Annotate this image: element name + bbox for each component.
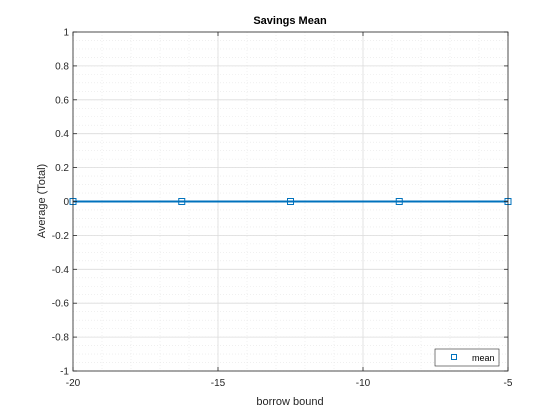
y-tick-label: -0.4 xyxy=(52,265,70,276)
y-tick-label: -1 xyxy=(60,367,69,378)
x-axis-label: borrow bound xyxy=(256,396,323,408)
chart-title: Savings Mean xyxy=(253,15,327,27)
y-tick-label: -0.6 xyxy=(52,299,70,310)
data-point xyxy=(395,198,403,205)
legend-marker xyxy=(451,354,457,360)
y-tick-label: 0.8 xyxy=(55,61,69,72)
legend: mean xyxy=(434,348,500,367)
y-tick-label: 0 xyxy=(63,197,69,208)
y-axis-label: Average (Total) xyxy=(36,164,48,238)
y-tick-label: 0.4 xyxy=(55,129,69,140)
y-tick-label: 1 xyxy=(63,28,69,39)
x-tick-label: -15 xyxy=(211,378,226,389)
x-tick-label: -10 xyxy=(356,378,371,389)
y-tick-label: -0.8 xyxy=(52,333,70,344)
legend-label-mean: mean xyxy=(472,353,495,363)
data-point xyxy=(287,198,294,205)
data-point xyxy=(178,198,186,205)
y-tick-label: 0.2 xyxy=(55,163,69,174)
y-tick-label: 0.6 xyxy=(55,95,69,106)
y-tick-label: -0.2 xyxy=(52,231,70,242)
x-tick-label: -5 xyxy=(504,378,513,389)
legend-box xyxy=(434,348,500,367)
x-axis-ticks: -20 -15 -10 -5 xyxy=(66,32,513,389)
x-tick-label: -20 xyxy=(66,378,81,389)
y-axis-ticks: -1 -0.8 -0.6 -0.4 -0.2 0 0.2 0.4 0.6 0.8 1 xyxy=(52,28,508,378)
